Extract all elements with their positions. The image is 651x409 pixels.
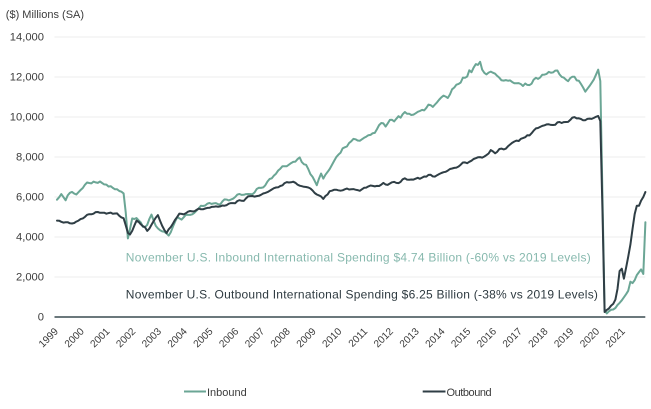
svg-text:November U.S. Inbound Internat: November U.S. Inbound International Spen… — [126, 250, 591, 264]
svg-text:10,000: 10,000 — [10, 112, 44, 124]
svg-text:14,000: 14,000 — [10, 32, 44, 44]
svg-text:2,000: 2,000 — [16, 272, 44, 284]
svg-text:6,000: 6,000 — [16, 192, 44, 204]
svg-text:Inbound: Inbound — [207, 387, 247, 399]
svg-text:8,000: 8,000 — [16, 152, 44, 164]
svg-text:0: 0 — [38, 312, 44, 324]
svg-text:4,000: 4,000 — [16, 232, 44, 244]
svg-text:November U.S. Outbound Interna: November U.S. Outbound International Spe… — [126, 287, 598, 301]
svg-text:Outbound: Outbound — [447, 387, 492, 399]
svg-text:($) Millions (SA): ($) Millions (SA) — [6, 9, 84, 21]
svg-text:12,000: 12,000 — [10, 72, 44, 84]
